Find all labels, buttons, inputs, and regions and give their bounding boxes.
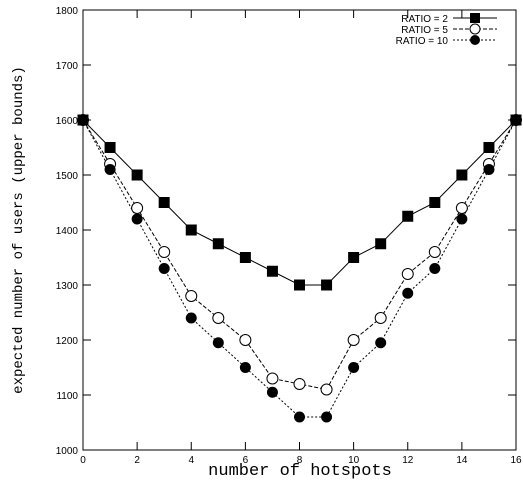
x-tick-label: 8	[297, 455, 303, 466]
series-3-point	[104, 164, 116, 175]
series-2-point	[293, 378, 306, 390]
x-tick-label: 2	[134, 455, 140, 466]
series-3-point	[294, 411, 305, 423]
series-3-point	[321, 411, 333, 423]
series-3-point	[212, 337, 224, 349]
series-3-point	[185, 312, 197, 324]
series-3-point	[429, 263, 441, 274]
series-group	[77, 114, 522, 423]
series-1-point	[402, 210, 414, 222]
series-2-point	[185, 290, 198, 302]
series-2-point	[266, 372, 279, 385]
axis-ticks: 0 2 4 6 8 10 12 14 16 1000 1100 1200 1300 1400 1500 160…	[56, 6, 522, 466]
series-2-point	[428, 246, 441, 258]
series-2-point	[239, 334, 252, 346]
series-3-point	[456, 213, 468, 225]
series-1-point	[212, 238, 224, 250]
series-3-point	[77, 114, 89, 126]
series-3-point	[266, 386, 278, 398]
y-tick-label: 1200	[56, 336, 79, 347]
legend-label: RATIO = 2	[401, 14, 448, 25]
series-3-point	[510, 114, 522, 126]
series-2-point	[347, 334, 360, 346]
series-1-point	[294, 279, 305, 291]
series-3-point	[131, 213, 143, 225]
y-tick-label: 1400	[56, 226, 79, 237]
series-1-point	[483, 142, 495, 153]
series-3-point	[348, 362, 360, 373]
series-1-point	[239, 252, 251, 263]
series-2-point	[374, 312, 387, 324]
legend-marker	[470, 35, 480, 45]
series-1-point	[375, 238, 387, 250]
y-tick-label: 1600	[56, 116, 79, 127]
x-tick-label: 0	[80, 455, 86, 466]
series-line-1	[82, 119, 517, 286]
legend-marker	[469, 23, 481, 35]
y-tick-label: 1000	[56, 446, 79, 457]
series-2-point	[401, 268, 414, 280]
series-1-point	[348, 252, 360, 263]
series-2-point	[320, 383, 333, 396]
x-tick-label: 12	[402, 455, 414, 466]
series-1-point	[104, 142, 116, 153]
series-3-point	[158, 263, 170, 274]
series-2-point	[212, 312, 225, 324]
series-2-point	[131, 202, 144, 214]
legend-label: RATIO = 10	[396, 36, 449, 47]
series-1-point	[266, 265, 278, 277]
series-3-point	[375, 337, 387, 349]
y-tick-label: 1100	[56, 391, 78, 402]
series-2-point	[455, 202, 468, 214]
y-axis-title: expected number of users (upper bounds)	[11, 66, 27, 394]
x-tick-label: 10	[348, 455, 360, 466]
y-tick-label: 1300	[56, 281, 79, 292]
series-1-point	[131, 169, 143, 181]
series-3-point	[402, 287, 414, 299]
x-tick-label: 4	[188, 455, 194, 466]
y-tick-label: 1700	[56, 61, 79, 72]
series-3-point	[483, 164, 495, 175]
y-tick-label: 1500	[56, 171, 79, 182]
x-tick-label: 16	[510, 455, 522, 466]
x-axis-title: number of hotspots	[208, 462, 392, 481]
y-tick-label: 1800	[56, 6, 79, 17]
series-1-point	[158, 197, 170, 208]
x-tick-label: 6	[243, 455, 249, 466]
series-1-point	[185, 224, 197, 236]
legend-marker	[470, 13, 480, 23]
series-line-3	[82, 119, 517, 418]
series-1-point	[429, 197, 441, 208]
legend-label: RATIO = 5	[401, 25, 448, 36]
series-2-point	[158, 246, 171, 258]
series-1-point	[456, 169, 468, 181]
series-3-point	[239, 362, 251, 373]
series-line-2	[82, 119, 517, 391]
series-1-point	[321, 279, 333, 291]
x-tick-label: 14	[456, 455, 468, 466]
